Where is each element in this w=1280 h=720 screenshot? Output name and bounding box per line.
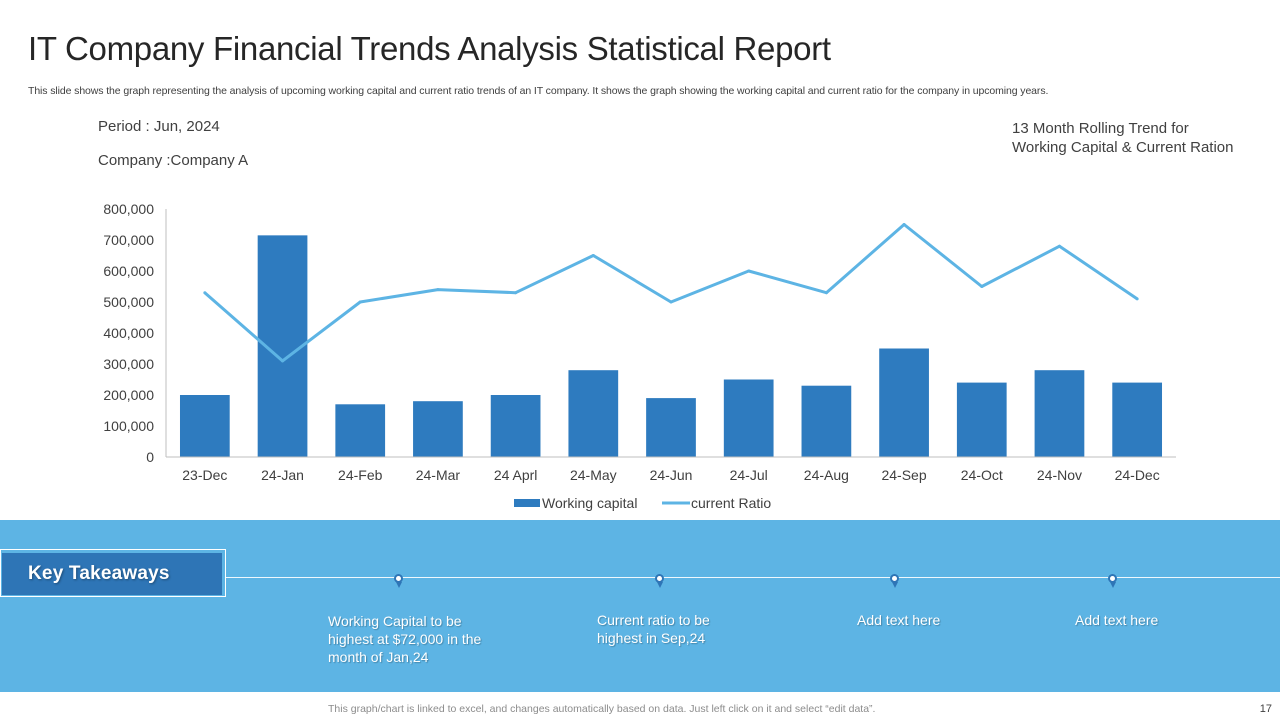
x-axis: 23-Dec 24-Jan 24-Feb 24-Mar 24 Aprl 24-May 24-… [166, 456, 1176, 483]
y-tick-label: 400,000 [103, 325, 154, 341]
current-ratio-point [203, 291, 207, 295]
page-number: 17 [1259, 703, 1272, 715]
x-tick-label: 24-Dec [1115, 467, 1160, 483]
current-ratio-line[interactable] [203, 223, 1139, 363]
timeline-line [224, 577, 1280, 578]
legend-label-current-ratio: current Ratio [691, 495, 771, 511]
x-tick-label: 24 Aprl [494, 467, 538, 483]
x-tick-label: 24-Jul [730, 467, 768, 483]
x-tick-label: 24-Oct [961, 467, 1003, 483]
bar-working-capital[interactable] [335, 404, 386, 457]
footer-note: This graph/chart is linked to excel, and… [328, 703, 876, 715]
y-tick-label: 700,000 [103, 232, 154, 248]
chart-legend: Working capital current Ratio [514, 495, 771, 511]
takeaway-text-3[interactable]: Add text here [857, 612, 941, 628]
x-tick-label: 24-Jan [261, 467, 304, 483]
key-takeaways-heading: Key Takeaways [2, 553, 222, 595]
x-tick-label: 23-Dec [182, 467, 227, 483]
bar-working-capital[interactable] [956, 382, 1007, 457]
current-ratio-point [824, 291, 828, 295]
current-ratio-point [902, 223, 906, 226]
current-ratio-point [514, 291, 518, 295]
current-ratio-point [358, 300, 362, 304]
bar-working-capital[interactable] [568, 370, 619, 457]
takeaway-text-4[interactable]: Add text here [1075, 612, 1159, 628]
y-tick-label: 200,000 [103, 387, 154, 403]
y-tick-label: 500,000 [103, 294, 154, 310]
x-tick-label: 24-Sep [881, 467, 926, 483]
bar-series-working-capital [179, 235, 1163, 458]
y-axis: 0 100,000 200,000 300,000 400,000 500,000 600,… [103, 201, 167, 465]
current-ratio-point [281, 359, 285, 363]
bar-working-capital[interactable] [490, 395, 541, 457]
y-tick-label: 0 [146, 449, 154, 465]
bar-working-capital[interactable] [646, 398, 696, 457]
x-tick-label: 24-Mar [416, 467, 461, 483]
timeline-marker-icon [1108, 574, 1118, 588]
line-series-current-ratio [203, 223, 1139, 363]
combo-chart[interactable]: 0 100,000 200,000 300,000 400,000 500,000 600,… [0, 0, 1280, 520]
legend-swatch-working-capital [514, 499, 540, 507]
current-ratio-point [436, 288, 440, 292]
timeline-marker-icon [394, 574, 404, 588]
takeaway-text-2[interactable]: Current ratio to be highest in Sep,24 [597, 612, 710, 646]
y-tick-label: 600,000 [103, 263, 154, 279]
x-tick-label: 24-Nov [1037, 467, 1082, 483]
current-ratio-point [1135, 297, 1139, 301]
period-label: Period : Jun, 2024 [98, 118, 220, 135]
y-tick-label: 300,000 [103, 356, 154, 372]
x-tick-label: 24-May [570, 467, 617, 483]
page-subtitle: This slide shows the graph representing … [28, 85, 1049, 97]
current-ratio-point [591, 254, 595, 257]
current-ratio-point [747, 269, 751, 273]
current-ratio-point [1057, 244, 1061, 248]
bar-working-capital[interactable] [1034, 370, 1085, 457]
bar-working-capital[interactable] [179, 395, 230, 457]
legend-label-working-capital: Working capital [542, 495, 637, 511]
chart-caption-line-2: Working Capital & Current Ration [1012, 139, 1234, 156]
timeline-marker-icon [890, 574, 900, 588]
x-tick-label: 24-Feb [338, 467, 383, 483]
chart-caption: 13 Month Rolling Trend for Working Capit… [1012, 119, 1262, 157]
x-tick-label: 24-Aug [804, 467, 849, 483]
chart-caption-line-1: 13 Month Rolling Trend for [1012, 120, 1189, 137]
bar-working-capital[interactable] [801, 385, 852, 457]
y-tick-label: 800,000 [103, 201, 154, 217]
bar-working-capital[interactable] [723, 379, 774, 458]
company-label: Company :Company A [98, 152, 249, 169]
x-tick-label: 24-Jun [650, 467, 693, 483]
takeaway-text-1[interactable]: Working Capital to be highest at $72,000… [328, 613, 482, 665]
bar-working-capital[interactable] [879, 348, 929, 458]
page-title: IT Company Financial Trends Analysis Sta… [28, 30, 831, 67]
y-tick-label: 100,000 [103, 418, 154, 434]
bar-working-capital[interactable] [413, 401, 463, 457]
current-ratio-point [980, 285, 984, 288]
takeaways-band [0, 520, 1280, 692]
timeline-marker-icon [655, 574, 665, 588]
current-ratio-point [669, 300, 673, 304]
bar-working-capital[interactable] [1112, 382, 1163, 457]
